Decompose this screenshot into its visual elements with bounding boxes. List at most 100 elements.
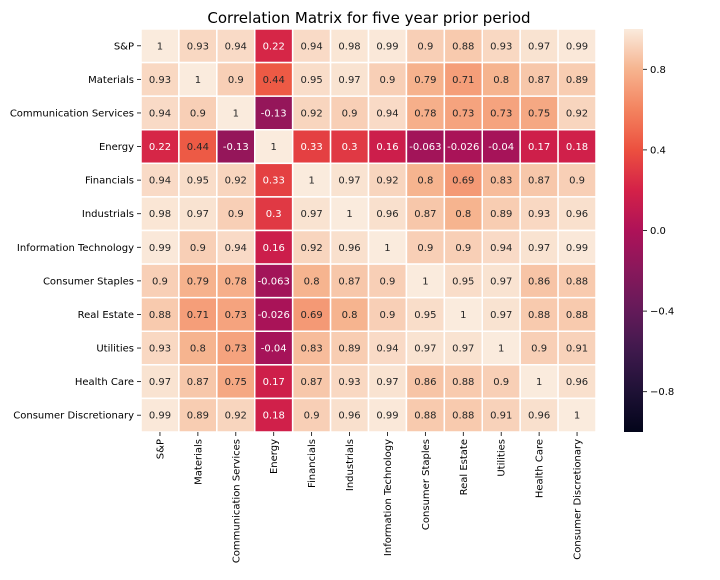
cell-value-label: 0.95 xyxy=(452,276,474,287)
cell-value-label: 0.33 xyxy=(300,142,322,153)
column-labels: S&P Materials Communication Services Energy… xyxy=(155,432,584,563)
cell-value-label: -0.026 xyxy=(447,142,479,153)
row-label: Real Estate xyxy=(78,310,134,321)
heatmap-cell xyxy=(557,364,597,400)
cell-value-label: 0.92 xyxy=(225,176,247,187)
cell-value-label: -0.04 xyxy=(488,142,514,153)
cell-value-label: 0.8 xyxy=(417,176,433,187)
cell-value-label: 0.92 xyxy=(300,108,322,119)
cell-value-label: 0.93 xyxy=(149,75,171,86)
cell-value-label: 0.93 xyxy=(528,209,550,220)
cell-value-label: 0.16 xyxy=(263,243,285,254)
heatmap-cell xyxy=(140,196,180,232)
cell-value-label: 1 xyxy=(346,209,352,220)
cell-value-label: 0.88 xyxy=(566,276,588,287)
cell-value-label: 1 xyxy=(460,310,466,321)
cell-value-label: 0.93 xyxy=(490,41,512,52)
cell-value-label: 1 xyxy=(574,411,580,422)
cell-value-label: 0.94 xyxy=(149,176,171,187)
cell-value-label: 1 xyxy=(536,377,542,388)
cell-value-label: 1 xyxy=(233,108,239,119)
cell-value-label: 0.95 xyxy=(300,75,322,86)
cell-value-label: 0.94 xyxy=(490,243,512,254)
cell-value-label: 0.79 xyxy=(187,276,209,287)
cell-value-label: 0.94 xyxy=(300,41,322,52)
row-labels: S&P Materials Communication Services Energy… xyxy=(10,41,141,422)
cell-value-label: 0.8 xyxy=(304,276,320,287)
column-label: S&P xyxy=(155,439,166,459)
cell-value-label: 0.9 xyxy=(417,41,433,52)
cell-value-label: 0.73 xyxy=(225,344,247,355)
cell-value-label: 1 xyxy=(384,243,390,254)
heatmap-cell xyxy=(557,61,597,97)
cell-value-label: 0.75 xyxy=(528,108,550,119)
cell-value-label: 0.99 xyxy=(149,411,171,422)
cell-value-label: 0.89 xyxy=(187,411,209,422)
row-label: Utilities xyxy=(96,344,134,355)
heatmap-cell xyxy=(557,330,597,366)
cell-value-label: 0.9 xyxy=(493,377,509,388)
cell-value-label: 1 xyxy=(195,75,201,86)
cell-value-label: 0.88 xyxy=(452,41,474,52)
heatmap-cell xyxy=(254,61,294,97)
cell-value-label: 0.9 xyxy=(304,411,320,422)
heatmap-cell xyxy=(367,162,408,198)
heatmap-cell xyxy=(405,28,446,64)
colorbar-tick-label: −0.4 xyxy=(650,307,674,318)
cell-value-label: 0.97 xyxy=(376,377,398,388)
column-label: Energy xyxy=(269,439,280,474)
cell-value-label: 0.88 xyxy=(452,411,474,422)
cell-value-label: 0.95 xyxy=(414,310,436,321)
heatmap-cell xyxy=(481,61,521,97)
cell-value-label: 0.99 xyxy=(566,243,588,254)
heatmap-cell xyxy=(519,61,559,97)
heatmap-cell xyxy=(481,129,521,165)
cell-value-label: 0.69 xyxy=(452,176,474,187)
heatmap-cell xyxy=(178,229,218,265)
cell-value-label: 0.3 xyxy=(266,209,282,220)
heatmap-cell xyxy=(367,263,408,299)
cell-value-label: 0.93 xyxy=(187,41,209,52)
cell-value-label: 1 xyxy=(271,142,277,153)
cell-value-label: 0.87 xyxy=(528,176,550,187)
heatmap-cell xyxy=(557,95,597,131)
heatmap-cell xyxy=(254,263,294,299)
cell-value-label: 0.75 xyxy=(225,377,247,388)
heatmap-cell xyxy=(291,95,332,131)
cell-value-label: 0.9 xyxy=(417,243,433,254)
column-label: Industrials xyxy=(345,439,356,491)
heatmap-cell xyxy=(367,229,408,265)
cell-value-label: 0.9 xyxy=(380,75,396,86)
row-label: Health Care xyxy=(75,377,134,388)
heatmap-cell xyxy=(557,129,597,165)
cell-value-label: 0.88 xyxy=(566,310,588,321)
heatmap-cell xyxy=(557,28,597,64)
cell-value-label: 0.97 xyxy=(338,176,360,187)
row-label: Information Technology xyxy=(17,243,134,254)
heatmap-cell xyxy=(443,61,484,97)
column-label: Consumer Staples xyxy=(421,439,432,530)
column-label: Financials xyxy=(307,439,318,488)
cell-value-label: 0.96 xyxy=(338,243,360,254)
row-label: Consumer Discretionary xyxy=(13,411,134,422)
heatmap-cell xyxy=(178,364,218,400)
heatmap-cell xyxy=(216,296,256,332)
cell-value-label: 0.9 xyxy=(228,209,244,220)
cell-value-label: 0.87 xyxy=(528,75,550,86)
heatmap-cell xyxy=(443,229,484,265)
heatmap-cell xyxy=(329,196,370,232)
cell-value-label: 0.97 xyxy=(300,209,322,220)
colorbar-tick-label: 0.4 xyxy=(650,145,666,156)
heatmap-cell xyxy=(254,196,294,232)
heatmap-cell xyxy=(405,61,446,97)
cell-value-label: 0.8 xyxy=(455,209,471,220)
heatmap-cell xyxy=(405,330,446,366)
cell-value-label: 0.16 xyxy=(376,142,398,153)
heatmap-cell xyxy=(557,397,597,433)
row-label: Energy xyxy=(99,142,134,153)
cell-value-label: 0.83 xyxy=(300,344,322,355)
heatmap-cell xyxy=(178,330,218,366)
cell-value-label: 0.9 xyxy=(455,243,471,254)
heatmap-cell xyxy=(178,397,218,433)
